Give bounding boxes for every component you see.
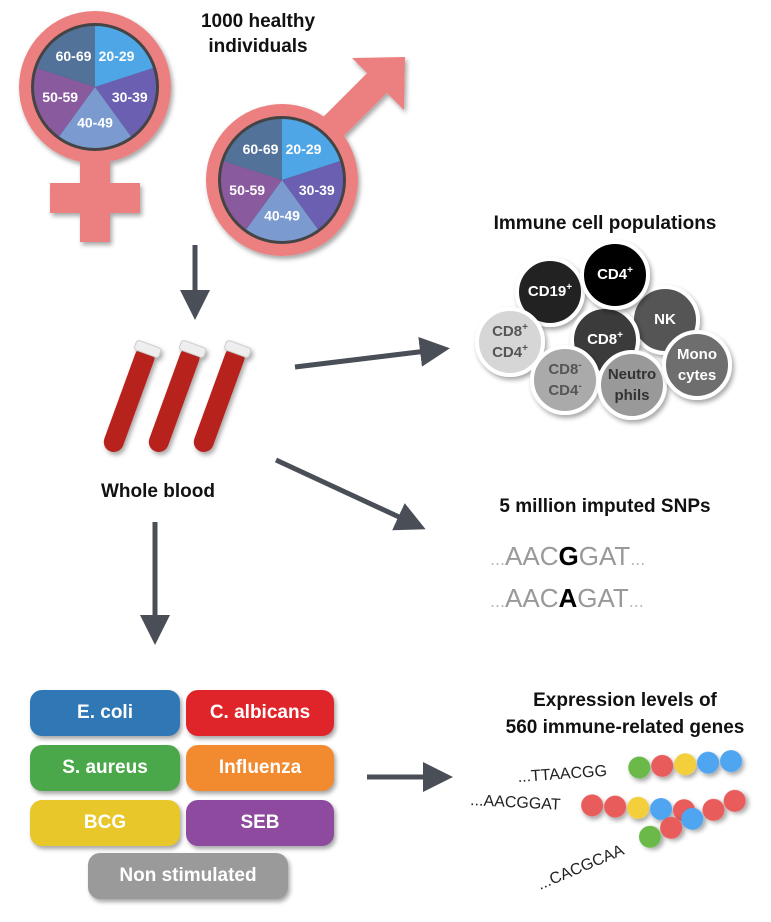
- age-group-label: 40-49: [77, 114, 113, 130]
- expression-dot: [581, 794, 604, 817]
- stimulus-seb: SEB: [186, 800, 334, 846]
- male-age-pie: 20-29 30-39 40-49 50-59 60-69: [218, 116, 346, 244]
- pie-slice: [282, 119, 341, 180]
- expression-dot: [660, 816, 683, 839]
- age-group-label: 30-39: [299, 182, 335, 198]
- snp-sequence-2: ...AACAGAT...: [490, 583, 644, 613]
- stimulus-label: Non stimulated: [119, 865, 257, 886]
- cell-cd8cd4: CD8+ CD4+: [475, 307, 545, 377]
- svg-text:NK: NK: [654, 311, 676, 328]
- stimulus-e-coli: E. coli: [30, 690, 180, 736]
- expression-dot: [604, 795, 627, 818]
- svg-text:...CACGCAA: ...CACGCAA: [535, 842, 627, 894]
- cohort-title-line2: individuals: [208, 36, 307, 57]
- svg-text:CD4+: CD4+: [597, 265, 633, 283]
- expression-title-line1: Expression levels of: [533, 690, 717, 711]
- pie-slice: [282, 161, 343, 230]
- svg-text:Mono: Mono: [677, 346, 717, 363]
- female-age-pie: 20-29 30-39 40-49 50-59 60-69: [31, 23, 159, 151]
- pie-slice: [223, 119, 282, 180]
- svg-text:CD4-: CD4-: [548, 381, 581, 399]
- stimulus-c-albicans: C. albicans: [186, 690, 334, 736]
- expression-dot: [627, 796, 650, 819]
- stimulus-non-stimulated: Non stimulated: [88, 853, 288, 899]
- pie-slice: [246, 180, 318, 241]
- svg-text:...TTAACGG: ...TTAACGG: [517, 763, 607, 786]
- age-group-label: 60-69: [243, 141, 279, 157]
- expression-title-line2: 560 immune-related genes: [506, 717, 745, 738]
- expression-dot: [723, 789, 746, 812]
- expression-dot: [638, 825, 661, 848]
- expression-dot: [720, 750, 743, 773]
- stimulus-label: BCG: [83, 812, 127, 833]
- immune-cells: CD19+ NK CD8+ CD4+ CD8+ CD4+ CD8- CD4- Neutro phi…: [475, 240, 732, 420]
- expression-dot: [681, 807, 704, 830]
- svg-text:...AACGGAT...: ...AACGGAT...: [490, 541, 645, 571]
- expression-dot: [628, 756, 651, 779]
- pie-slice: [95, 26, 154, 87]
- pie-slice: [221, 161, 282, 230]
- age-group-label: 50-59: [229, 182, 265, 198]
- stimulus-label: S. aureus: [62, 757, 148, 778]
- expression-dot: [697, 751, 720, 774]
- cell-neutrophils: Neutro phils: [597, 350, 667, 420]
- gene-row-2: ...AACGGAT: [470, 792, 696, 822]
- stimulus-influenza: Influenza: [186, 745, 334, 791]
- arrow-right-icon: [294, 336, 450, 370]
- svg-text:phils: phils: [614, 387, 649, 404]
- cell-cd8cd4: CD8- CD4-: [530, 345, 600, 415]
- whole-blood-label: Whole blood: [101, 481, 215, 502]
- cell-cd19: CD19+: [515, 257, 585, 327]
- snp-title: 5 million imputed SNPs: [499, 496, 710, 517]
- age-group-label: 40-49: [264, 207, 300, 223]
- age-group-label: 60-69: [56, 48, 92, 64]
- cell-monocytes: Mono cytes: [662, 330, 732, 400]
- cohort-title-line1: 1000 healthy: [201, 11, 315, 32]
- cell-cd4: CD4+: [580, 240, 650, 310]
- stimulus-label: C. albicans: [209, 702, 311, 723]
- expression-dot: [702, 798, 725, 821]
- pie-slice: [95, 68, 156, 137]
- stimulus-s-aureus: S. aureus: [30, 745, 180, 791]
- svg-text:...AACGGAT: ...AACGGAT: [470, 792, 561, 814]
- stimulus-bcg: BCG: [30, 800, 180, 846]
- gene-row-1: ...TTAACGG: [517, 750, 743, 786]
- expression-dot: [674, 753, 697, 776]
- immune-title: Immune cell populations: [494, 213, 717, 234]
- svg-text:CD8+: CD8+: [492, 322, 528, 340]
- stimulus-label: E. coli: [77, 702, 133, 723]
- blood-tubes-icon: [103, 340, 252, 452]
- svg-text:CD19+: CD19+: [528, 282, 572, 300]
- svg-text:CD8+: CD8+: [587, 330, 623, 348]
- stimulus-label: Influenza: [218, 757, 302, 778]
- stimulus-label: SEB: [240, 812, 280, 833]
- age-group-label: 50-59: [42, 89, 78, 105]
- age-group-label: 20-29: [286, 141, 322, 157]
- arrow-diagonal-icon: [274, 457, 426, 531]
- svg-text:Neutro: Neutro: [608, 366, 656, 383]
- age-group-label: 20-29: [99, 48, 135, 64]
- expression-dot: [651, 754, 674, 777]
- svg-text:...AACAGAT...: ...AACAGAT...: [490, 583, 644, 613]
- svg-text:cytes: cytes: [678, 367, 716, 384]
- pie-slice: [36, 26, 95, 87]
- snp-sequence-1: ...AACGGAT...: [490, 541, 645, 571]
- svg-text:CD8-: CD8-: [548, 360, 581, 378]
- age-group-label: 30-39: [112, 89, 148, 105]
- svg-text:CD4+: CD4+: [492, 343, 528, 361]
- expression-dot: [650, 798, 673, 821]
- pie-slice: [59, 87, 131, 148]
- pie-slice: [34, 68, 95, 137]
